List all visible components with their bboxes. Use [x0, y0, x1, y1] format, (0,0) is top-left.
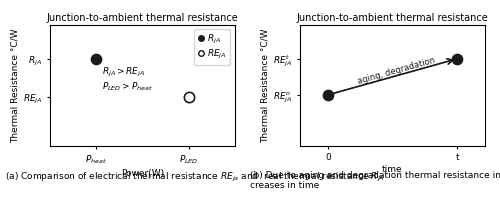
Title: Junction-to-ambient thermal resistance: Junction-to-ambient thermal resistance	[46, 13, 238, 23]
X-axis label: Power(W): Power(W)	[121, 168, 164, 177]
Point	[92, 57, 100, 60]
Point	[324, 93, 332, 97]
Text: (a) Comparison of electrical thermal resistance $RE_{ja}$ and  real thermal resi: (a) Comparison of electrical thermal res…	[5, 171, 385, 184]
Legend: $R_{jA}$, $RE_{jA}$: $R_{jA}$, $RE_{jA}$	[194, 30, 230, 65]
Point	[185, 96, 193, 99]
Text: $R_{jA} > RE_{jA}$
$P_{LED} > P_{heat}$: $R_{jA} > RE_{jA}$ $P_{LED} > P_{heat}$	[102, 66, 152, 93]
Y-axis label: Thermal Resistance °C/W: Thermal Resistance °C/W	[261, 28, 270, 142]
Text: aging, degradation: aging, degradation	[357, 56, 436, 86]
Point	[453, 57, 461, 60]
Title: Junction-to-ambient thermal resistance: Junction-to-ambient thermal resistance	[296, 13, 488, 23]
Y-axis label: Thermal Resistance °C/W: Thermal Resistance °C/W	[11, 28, 20, 142]
X-axis label: time: time	[382, 165, 403, 174]
Text: (b) Due to aging and degradation thermal resistance in-
creases in time: (b) Due to aging and degradation thermal…	[250, 171, 500, 190]
